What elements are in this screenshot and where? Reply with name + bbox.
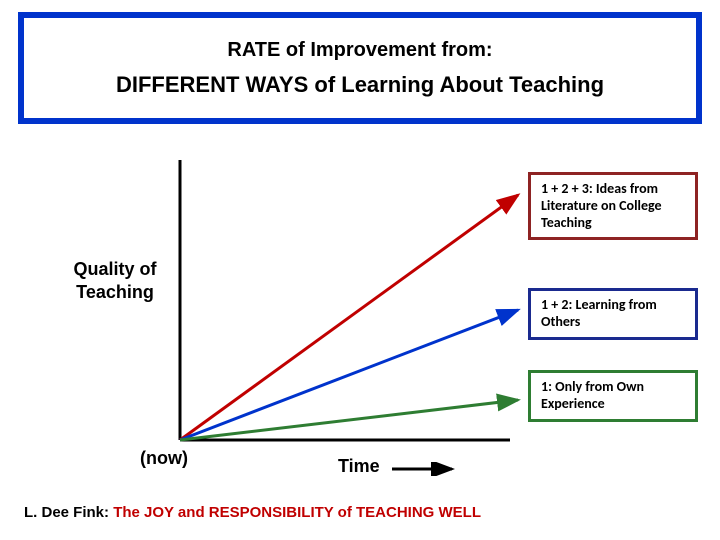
title-box: RATE of Improvement from: DIFFERENT WAYS… (18, 12, 702, 124)
time-label: Time (338, 456, 380, 477)
title-line1: RATE of Improvement from: (227, 39, 492, 62)
callout-others: 1 + 2: Learning from Others (528, 288, 698, 340)
footer-author: L. Dee Fink: (24, 504, 113, 521)
callout-literature: 1 + 2 + 3: Ideas from Literature on Coll… (528, 172, 698, 240)
line-literature (180, 195, 518, 440)
footer-tag: The JOY and RESPONSIBILITY of TEACHING W… (113, 504, 481, 521)
callout-own: 1: Only from Own Experience (528, 370, 698, 422)
time-arrow-icon (392, 462, 462, 476)
footer: L. Dee Fink: The JOY and RESPONSIBILITY … (24, 504, 481, 521)
title-line2: DIFFERENT WAYS of Learning About Teachin… (116, 72, 604, 98)
now-label: (now) (140, 448, 188, 469)
y-axis-label: Quality of Teaching (60, 258, 170, 303)
chart-area (180, 160, 520, 440)
chart-svg (180, 160, 540, 460)
